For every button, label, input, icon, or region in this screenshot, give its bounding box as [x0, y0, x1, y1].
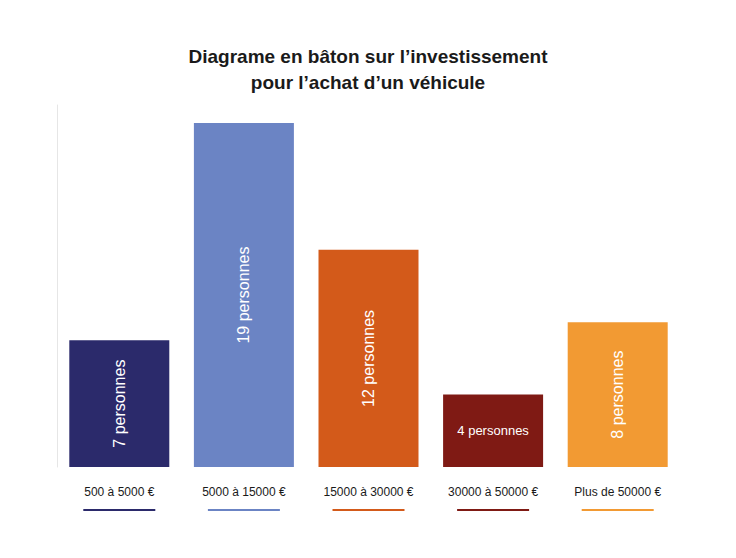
svg-text:8 personnes: 8 personnes: [609, 351, 626, 439]
svg-text:5000 à 15000 €: 5000 à 15000 €: [202, 485, 286, 499]
svg-text:Diagrame en bâton sur l’invest: Diagrame en bâton sur l’investissement: [188, 46, 548, 67]
svg-text:12 personnes: 12 personnes: [360, 310, 377, 407]
svg-text:Plus de 50000 €: Plus de 50000 €: [574, 485, 661, 499]
svg-text:500 à 5000 €: 500 à 5000 €: [84, 485, 154, 499]
svg-text:4 personnes: 4 personnes: [457, 423, 529, 438]
svg-text:30000 à 50000 €: 30000 à 50000 €: [448, 485, 538, 499]
svg-text:7 personnes: 7 personnes: [111, 360, 128, 448]
svg-text:15000 à 30000 €: 15000 à 30000 €: [323, 485, 413, 499]
svg-text:19 personnes: 19 personnes: [235, 247, 252, 344]
svg-text:pour l’achat d’un véhicule: pour l’achat d’un véhicule: [251, 72, 485, 93]
